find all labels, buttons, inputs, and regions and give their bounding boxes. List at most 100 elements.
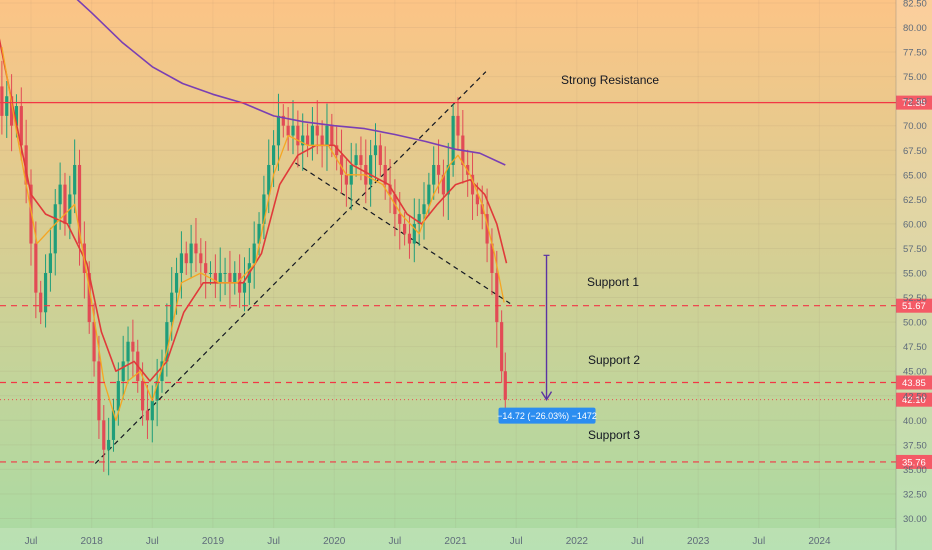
y-tick-label: 75.00 <box>903 72 927 83</box>
candle-body <box>53 204 57 254</box>
candle-body <box>208 273 213 274</box>
candle-body <box>213 273 217 283</box>
candle-body <box>407 233 412 244</box>
candle-body <box>145 410 150 421</box>
candle-body <box>267 164 271 195</box>
x-tick-label: 2024 <box>808 536 831 547</box>
candle-body <box>480 204 484 215</box>
candle-body <box>373 145 378 156</box>
candle-body <box>174 273 179 293</box>
candle-body <box>14 106 19 126</box>
candle-body <box>490 243 494 273</box>
ma-red-line <box>0 38 508 382</box>
price-label-text: 43.85 <box>902 378 926 389</box>
candle-body <box>320 135 324 146</box>
y-tick-label: 67.50 <box>903 146 927 157</box>
strong-resistance-label: Strong Resistance <box>561 73 659 87</box>
measure-label-text: −14.72 (−26.03%) −1472 <box>497 411 597 421</box>
candle-body <box>378 145 382 165</box>
candle-body <box>189 243 193 264</box>
candle-body <box>456 115 460 136</box>
candle-body <box>160 361 164 382</box>
trendlines[interactable] <box>94 71 511 464</box>
y-tick-label: 42.50 <box>903 391 927 402</box>
ascending-trendline[interactable] <box>94 71 487 464</box>
candle-body <box>199 253 203 264</box>
candle-body <box>257 223 261 244</box>
candle-body <box>432 164 436 185</box>
candle-body <box>63 184 67 224</box>
x-tick-label: Jul <box>631 536 644 547</box>
candle-body <box>485 214 489 244</box>
candle-body <box>131 341 135 352</box>
candle-body <box>252 243 256 264</box>
support-3-label: Support 3 <box>588 428 640 442</box>
x-tick-label: 2022 <box>566 536 589 547</box>
y-tick-label: 60.00 <box>903 219 927 230</box>
price-label-box <box>896 375 932 390</box>
candle-body <box>291 125 295 136</box>
candle-body <box>194 243 198 254</box>
candle-body <box>417 214 421 224</box>
candle-body <box>111 410 116 440</box>
annotations: Strong Resistance Support 1 Support 2 Su… <box>561 73 659 442</box>
price-label-text: 42.10 <box>902 395 926 406</box>
candle-body <box>305 135 310 146</box>
y-tick-label: 80.00 <box>903 23 927 34</box>
candle-body <box>242 282 247 293</box>
x-tick-label: Jul <box>510 536 523 547</box>
descending-trendline[interactable] <box>295 162 511 304</box>
x-tick-label: Jul <box>752 536 765 547</box>
candle-body <box>403 223 407 234</box>
candle-body <box>150 400 154 421</box>
candle-body <box>301 135 305 146</box>
x-tick-label: 2021 <box>444 536 467 547</box>
y-tick-label: 55.00 <box>903 269 927 280</box>
support-1-label: Support 1 <box>587 275 639 289</box>
price-axis-pane[interactable] <box>896 0 932 550</box>
candle-body <box>204 263 208 273</box>
candle-body <box>272 145 276 165</box>
y-tick-label: 72.50 <box>903 97 927 108</box>
y-tick-label: 57.50 <box>903 244 927 255</box>
y-tick-label: 45.00 <box>903 367 927 378</box>
y-tick-label: 40.00 <box>903 416 927 427</box>
candle-body <box>87 273 91 323</box>
candle-body <box>500 322 504 372</box>
candle-body <box>184 253 188 264</box>
x-tick-label: 2018 <box>81 536 104 547</box>
candle-body <box>218 273 222 283</box>
candle-body <box>48 253 53 273</box>
candle-body <box>281 115 285 126</box>
candle-body <box>451 115 455 165</box>
candle-body <box>344 174 348 185</box>
price-label-box <box>896 95 932 110</box>
price-levels[interactable]: 72.35 51.67 43.85 42.10 35.76 <box>0 95 932 469</box>
candle-body <box>121 361 125 382</box>
candle-body <box>126 341 130 362</box>
measure-tool[interactable]: −14.72 (−26.03%) −1472 <box>497 254 597 424</box>
candle-body <box>296 125 300 146</box>
candle-body <box>223 273 227 274</box>
y-tick-label: 47.50 <box>903 342 927 353</box>
price-label-text: 72.35 <box>902 98 926 109</box>
candle-body <box>359 155 363 165</box>
candle-body <box>43 273 48 313</box>
ma-purple-line <box>76 0 506 166</box>
candle-body <box>9 96 14 126</box>
price-label-box <box>896 392 932 407</box>
candle-body <box>427 184 431 205</box>
candle-body <box>39 292 43 313</box>
candle-body <box>310 125 315 146</box>
ma-orange-line <box>1 46 505 421</box>
candle-body <box>503 371 507 400</box>
candle-body <box>286 125 290 136</box>
candle-body <box>107 439 111 450</box>
y-tick-label: 62.50 <box>903 195 927 206</box>
time-axis-pane[interactable] <box>0 528 896 550</box>
x-tick-label: Jul <box>267 536 280 547</box>
price-label-text: 51.67 <box>902 301 926 312</box>
